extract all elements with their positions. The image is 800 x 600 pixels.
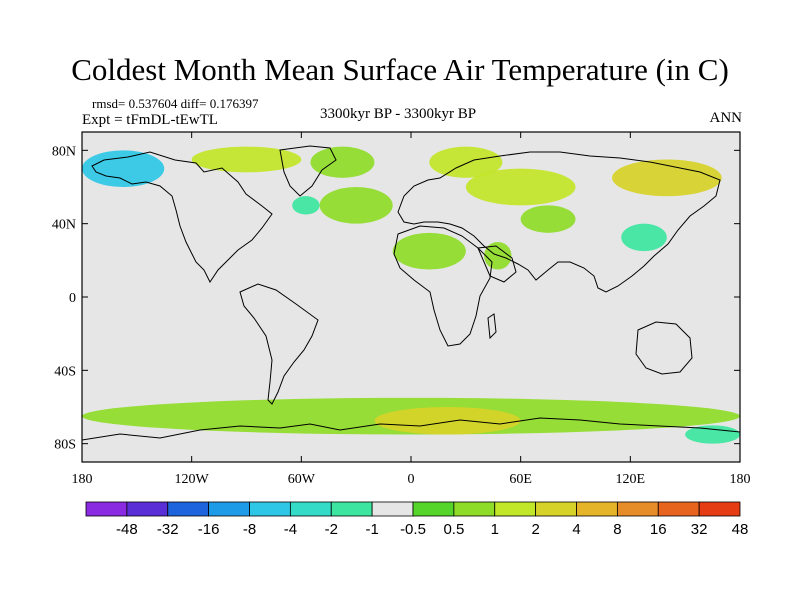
colorbar-label: -32 <box>157 521 179 538</box>
colorbar-swatch <box>167 501 210 517</box>
map-title: Coldest Month Mean Surface Air Temperatu… <box>71 52 729 87</box>
coastline-australia <box>635 321 693 375</box>
colorbar-label: 0.5 <box>443 521 464 538</box>
anomaly-region-7 <box>520 205 576 233</box>
coastline-arabia <box>477 245 517 283</box>
lon-tick-label: 120E <box>616 472 646 487</box>
colorbar-swatch <box>330 501 373 517</box>
season-label: ANN <box>709 110 743 126</box>
colorbar-swatch <box>698 501 741 517</box>
colorbar-label: 8 <box>613 521 621 538</box>
colorbar-label: -2 <box>325 521 338 538</box>
colorbar-label: -1 <box>365 521 378 538</box>
anomaly-fill-layer <box>82 146 740 444</box>
lon-tick-label: 180 <box>72 472 93 487</box>
axis-ticks: 180 120W 60W 0 60E 120E 180 80N 40N 0 40S 80S <box>52 132 751 487</box>
colorbar-label: -16 <box>198 521 220 538</box>
anomaly-region-11 <box>621 223 667 252</box>
anomaly-region-0 <box>82 150 165 188</box>
anomaly-region-1 <box>191 146 302 173</box>
anomaly-region-3 <box>319 187 393 224</box>
coastline-madagascar <box>487 313 497 340</box>
lat-tick-label: 40S <box>54 364 76 379</box>
lon-tick-label: 60W <box>288 472 316 487</box>
coastline-eurasia <box>397 151 721 293</box>
experiment-label: Expt = tFmDL-tEwTL <box>82 112 218 128</box>
colorbar-swatch <box>657 501 700 517</box>
colorbar-swatch <box>208 501 250 517</box>
stats-label: rmsd= 0.537604 diff= 0.176397 <box>92 96 259 111</box>
colorbar-swatch <box>249 501 291 517</box>
coastline-antarctica <box>82 417 740 441</box>
anomaly-region-6 <box>465 168 576 206</box>
colorbar-swatch <box>453 501 496 517</box>
anomaly-region-10 <box>612 159 722 197</box>
colorbar-label: -4 <box>284 521 297 538</box>
colorbar-swatch <box>576 501 618 517</box>
anomaly-region-8 <box>392 232 466 270</box>
colorbar-swatch <box>412 501 455 517</box>
colorbar-swatch <box>126 501 169 517</box>
lon-tick-label: 120W <box>175 472 210 487</box>
coastline-africa <box>393 225 493 347</box>
coastline-south-america <box>239 283 319 405</box>
colorbar-label: 48 <box>732 521 749 538</box>
colorbar-swatch <box>289 501 332 517</box>
colorbar: -48 -32 -16 -8 -4 -2 -1 -0.5 0.5 1 2 4 8 16 32 48 <box>85 501 749 538</box>
colorbar-label: -0.5 <box>400 521 426 538</box>
colorbar-swatch <box>371 501 414 517</box>
lat-tick-label: 40N <box>52 218 76 233</box>
colorbar-swatch <box>85 501 128 517</box>
lon-tick-label: 0 <box>408 472 415 487</box>
anomaly-region-5 <box>429 146 503 178</box>
colorbar-swatch <box>616 501 659 517</box>
colorbar-label: 2 <box>531 521 539 538</box>
coastline-layer <box>82 145 740 441</box>
anomaly-region-4 <box>292 196 320 215</box>
lat-tick-label: 80N <box>52 144 76 159</box>
colorbar-swatch <box>494 501 537 517</box>
coastline-greenland <box>279 145 337 197</box>
lat-tick-label: 80S <box>54 438 76 453</box>
lat-tick-label: 0 <box>69 291 76 306</box>
lon-tick-label: 180 <box>730 472 751 487</box>
anomaly-region-14 <box>685 425 740 444</box>
colorbar-swatch <box>535 501 577 517</box>
anomaly-region-13 <box>374 407 521 435</box>
period-label: 3300kyr BP - 3300kyr BP <box>320 106 477 122</box>
anomaly-region-2 <box>310 146 375 178</box>
colorbar-label: 4 <box>572 521 580 538</box>
colorbar-label: 32 <box>691 521 708 538</box>
colorbar-label: -48 <box>116 521 138 538</box>
colorbar-label: 1 <box>491 521 499 538</box>
colorbar-label: 16 <box>650 521 667 538</box>
lon-tick-label: 60E <box>509 472 532 487</box>
coastline-north-america <box>91 151 273 283</box>
colorbar-label: -8 <box>243 521 256 538</box>
